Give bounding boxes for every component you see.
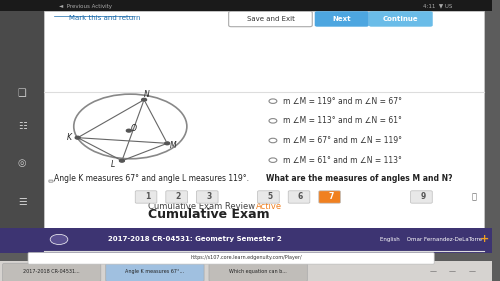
Text: M: M (170, 141, 177, 150)
FancyBboxPatch shape (258, 191, 280, 203)
Text: m ∠M = 67° and m ∠N = 119°: m ∠M = 67° and m ∠N = 119° (283, 136, 402, 145)
Text: What are the measures of angles M and N?: What are the measures of angles M and N? (266, 174, 452, 183)
Text: 2017-2018 CR-04531: Geometry Semester 2: 2017-2018 CR-04531: Geometry Semester 2 (108, 236, 282, 243)
FancyBboxPatch shape (135, 191, 157, 203)
Circle shape (269, 158, 277, 162)
FancyBboxPatch shape (0, 261, 492, 281)
FancyBboxPatch shape (0, 0, 44, 228)
Text: N: N (144, 90, 150, 99)
Text: Cumulative Exam: Cumulative Exam (148, 209, 269, 221)
Text: 5: 5 (268, 192, 272, 201)
Text: K: K (66, 133, 71, 142)
FancyBboxPatch shape (44, 11, 484, 228)
Circle shape (126, 129, 132, 132)
Text: ◎: ◎ (18, 158, 26, 168)
FancyBboxPatch shape (228, 11, 312, 27)
Circle shape (50, 234, 68, 244)
Circle shape (269, 119, 277, 123)
FancyBboxPatch shape (0, 228, 492, 253)
Text: L: L (111, 160, 115, 169)
FancyBboxPatch shape (410, 191, 432, 203)
Text: ☰: ☰ (18, 197, 26, 207)
FancyBboxPatch shape (209, 263, 308, 281)
Text: m ∠M = 119° and m ∠N = 67°: m ∠M = 119° and m ∠N = 67° (283, 97, 402, 106)
FancyBboxPatch shape (288, 191, 310, 203)
Text: Mark this and return: Mark this and return (69, 15, 140, 21)
FancyBboxPatch shape (196, 191, 218, 203)
Text: 🔒: 🔒 (472, 192, 477, 201)
Text: 4:11  ▼ US: 4:11 ▼ US (423, 4, 452, 9)
Text: ☷: ☷ (18, 121, 26, 132)
Text: ❑: ❑ (18, 88, 26, 98)
Circle shape (269, 99, 277, 103)
FancyBboxPatch shape (106, 263, 204, 281)
FancyBboxPatch shape (369, 11, 432, 27)
Text: 2: 2 (176, 192, 180, 201)
FancyBboxPatch shape (2, 263, 101, 281)
Text: Next: Next (332, 16, 351, 22)
Circle shape (142, 98, 146, 101)
Text: +: + (480, 234, 490, 244)
Text: 9: 9 (420, 192, 426, 201)
Text: Continue: Continue (383, 16, 418, 22)
Text: Save and Exit: Save and Exit (246, 16, 294, 22)
Circle shape (120, 159, 124, 162)
Text: ◄  Previous Activity: ◄ Previous Activity (59, 4, 112, 9)
FancyBboxPatch shape (166, 191, 188, 203)
Text: Angle K measures 67° and angle L measures 119°.: Angle K measures 67° and angle L measure… (54, 174, 249, 183)
Text: Cumulative Exam Review: Cumulative Exam Review (148, 202, 254, 211)
Circle shape (74, 94, 187, 159)
Text: ✏: ✏ (48, 177, 55, 186)
FancyBboxPatch shape (319, 191, 340, 203)
FancyBboxPatch shape (0, 0, 492, 11)
FancyBboxPatch shape (314, 11, 369, 27)
Text: 3: 3 (206, 192, 212, 201)
Text: O: O (131, 124, 137, 133)
Text: 1: 1 (145, 192, 150, 201)
FancyBboxPatch shape (28, 253, 434, 264)
Text: m ∠M = 113° and m ∠N = 61°: m ∠M = 113° and m ∠N = 61° (283, 116, 402, 125)
Text: Which equation can b...: Which equation can b... (230, 269, 287, 274)
Text: —: — (429, 269, 436, 275)
Text: 6: 6 (298, 192, 303, 201)
Text: —: — (449, 269, 456, 275)
Text: Active: Active (256, 202, 282, 211)
Text: https://s107.core.learn.edgenuity.com/Player/: https://s107.core.learn.edgenuity.com/Pl… (190, 255, 302, 260)
Text: m ∠M = 61° and m ∠N = 113°: m ∠M = 61° and m ∠N = 113° (283, 156, 402, 165)
Text: 7: 7 (328, 192, 334, 201)
Circle shape (75, 136, 80, 139)
Text: 2017-2018 CR-04531...: 2017-2018 CR-04531... (24, 269, 80, 274)
Circle shape (269, 138, 277, 143)
Text: —: — (468, 269, 475, 275)
Circle shape (164, 142, 170, 145)
Text: English    Omar Fernandez-DeLaTorre: English Omar Fernandez-DeLaTorre (380, 237, 482, 242)
Text: Angle K measures 67°...: Angle K measures 67°... (126, 269, 184, 274)
